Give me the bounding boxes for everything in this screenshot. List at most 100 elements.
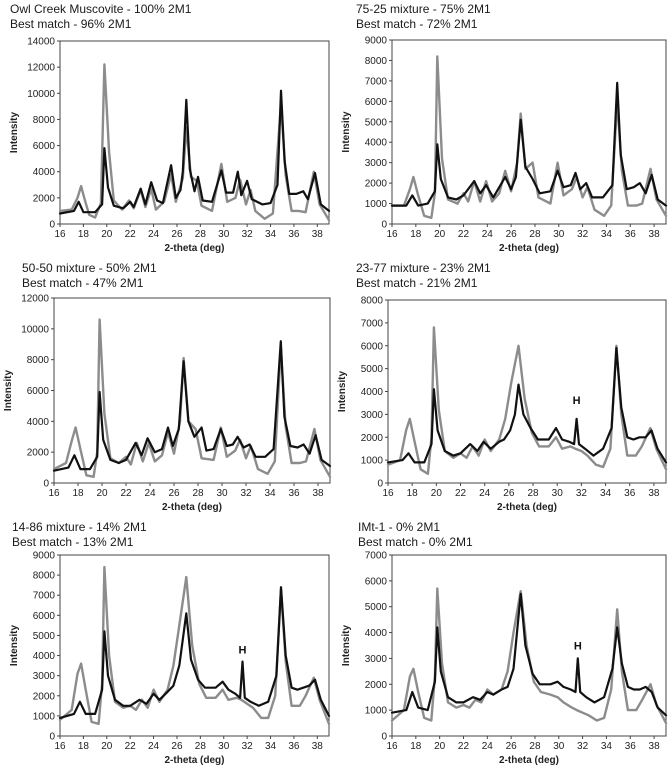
chart-plot: 0 2000 4000 6000 8000 10000 12000 14000 16 18 20 22… <box>9 37 331 254</box>
y-tick-label: 8000 <box>365 56 388 67</box>
chart-plot: 0 1000 2000 3000 4000 5000 6000 7000 8000 16 18 20 2… <box>337 296 668 513</box>
chart-plot: 0 1000 2000 3000 4000 5000 6000 7000 8000 9000 16 1… <box>341 36 668 254</box>
y-tick-label: 4000 <box>365 138 388 149</box>
y-tick-label: 2000 <box>33 193 56 204</box>
y-tick-label: 8000 <box>33 115 56 126</box>
y-tick-label: 6000 <box>365 576 388 587</box>
series-line-measured <box>58 89 331 215</box>
x-tick-label: 22 <box>455 488 467 499</box>
annotation-label: H <box>238 645 246 657</box>
chart-panel-imt-1: IMt-1 - 0% 2M1 Best match - 0% 2M1 0 1000… <box>336 518 671 771</box>
x-tick-label: 36 <box>625 229 637 240</box>
y-tick-label: 6000 <box>33 141 56 152</box>
x-tick-label: 32 <box>242 741 254 752</box>
y-axis-label: Intensity <box>3 370 14 412</box>
x-axis-label: 2-theta (deg) <box>499 243 559 254</box>
x-tick-label: 34 <box>265 741 277 752</box>
y-tick-label: 7000 <box>361 318 384 329</box>
x-tick-label: 22 <box>120 488 132 499</box>
chart-title: 75-25 mixture - 75% 2M1 <box>356 2 491 16</box>
x-tick-label: 22 <box>458 741 470 752</box>
y-axis-label: Intensity <box>341 111 352 153</box>
y-tick-label: 9000 <box>33 551 56 562</box>
y-tick-label: 6000 <box>361 341 384 352</box>
y-tick-label: 12000 <box>27 63 55 74</box>
x-tick-label: 26 <box>171 741 183 752</box>
x-tick-label: 34 <box>601 741 613 752</box>
y-tick-label: 8000 <box>361 296 384 307</box>
x-tick-label: 26 <box>506 229 518 240</box>
x-tick-label: 28 <box>529 741 541 752</box>
x-tick-label: 36 <box>625 741 637 752</box>
y-tick-label: 1000 <box>365 706 388 717</box>
series-line-fit <box>386 326 668 475</box>
x-tick-label: 26 <box>171 229 183 240</box>
y-tick-label: 10000 <box>27 89 55 100</box>
chart-subtitle: Best match - 47% 2M1 <box>22 276 144 290</box>
series-line-measured <box>390 592 668 717</box>
x-tick-label: 18 <box>410 741 422 752</box>
chart-panel-owl-creek: Owl Creek Muscovite - 100% 2M1 Best matc… <box>0 0 335 255</box>
y-tick-label: 12000 <box>21 294 49 305</box>
x-tick-label: 20 <box>431 488 443 499</box>
y-tick-label: 1000 <box>361 456 384 467</box>
x-tick-label: 16 <box>386 741 398 752</box>
chart-title: 23-77 mixture - 23% 2M1 <box>356 261 491 275</box>
x-tick-label: 38 <box>312 488 324 499</box>
y-tick-label: 3000 <box>33 671 56 682</box>
y-tick-label: 2000 <box>365 179 388 190</box>
chart-panel-50-50: 50-50 mixture - 50% 2M1 Best match - 47%… <box>0 259 335 514</box>
chart-plot: 0 1000 2000 3000 4000 5000 6000 7000 16 18 20 22 24 2… <box>341 551 668 766</box>
x-tick-label: 32 <box>577 229 589 240</box>
x-tick-label: 26 <box>168 488 180 499</box>
y-tick-label: 7000 <box>365 551 388 562</box>
x-tick-label: 26 <box>506 741 518 752</box>
plot-frame <box>53 297 331 484</box>
x-tick-label: 32 <box>577 741 589 752</box>
y-tick-label: 3000 <box>361 410 384 421</box>
x-tick-label: 30 <box>218 741 230 752</box>
y-tick-label: 4000 <box>33 167 56 178</box>
y-tick-label: 8000 <box>27 355 50 366</box>
chart-panel-23-77: 23-77 mixture - 23% 2M1 Best match - 21%… <box>336 259 671 514</box>
y-tick-label: 4000 <box>27 417 50 428</box>
series-line-fit <box>52 318 332 478</box>
annotation-label: H <box>573 395 581 407</box>
y-tick-label: 5000 <box>365 602 388 613</box>
y-axis-label: Intensity <box>9 112 20 154</box>
x-tick-label: 36 <box>288 741 300 752</box>
y-tick-label: 4000 <box>365 628 388 639</box>
chart-plot: 0 1000 2000 3000 4000 5000 6000 7000 8000 9000 16 1… <box>9 551 331 766</box>
x-tick-label: 20 <box>96 488 108 499</box>
x-tick-label: 30 <box>218 229 230 240</box>
x-tick-label: 30 <box>216 488 228 499</box>
x-tick-label: 34 <box>265 229 277 240</box>
x-tick-label: 18 <box>407 488 419 499</box>
x-tick-label: 20 <box>101 741 113 752</box>
x-axis-label: 2-theta (deg) <box>499 755 559 766</box>
x-tick-label: 24 <box>482 741 494 752</box>
x-tick-label: 24 <box>144 488 156 499</box>
x-tick-label: 18 <box>78 229 90 240</box>
x-tick-label: 28 <box>195 229 207 240</box>
y-tick-label: 6000 <box>27 386 50 397</box>
x-tick-label: 24 <box>148 229 160 240</box>
y-tick-label: 2000 <box>361 433 384 444</box>
x-tick-label: 22 <box>125 229 137 240</box>
x-tick-label: 16 <box>54 229 66 240</box>
series-line-measured <box>52 340 332 472</box>
x-axis-label: 2-theta (deg) <box>165 243 225 254</box>
x-axis-label: 2-theta (deg) <box>162 502 222 513</box>
x-tick-label: 32 <box>242 229 254 240</box>
x-axis-label: 2-theta (deg) <box>497 502 557 513</box>
x-tick-label: 28 <box>192 488 204 499</box>
chart-subtitle: Best match - 0% 2M1 <box>358 535 473 549</box>
x-tick-label: 28 <box>195 741 207 752</box>
y-tick-label: 0 <box>49 220 55 231</box>
y-tick-label: 2000 <box>33 691 56 702</box>
chart-title: IMt-1 - 0% 2M1 <box>358 520 441 534</box>
y-tick-label: 14000 <box>27 37 55 48</box>
x-axis-label: 2-theta (deg) <box>165 755 225 766</box>
y-tick-label: 4000 <box>33 651 56 662</box>
y-tick-label: 0 <box>49 732 55 743</box>
